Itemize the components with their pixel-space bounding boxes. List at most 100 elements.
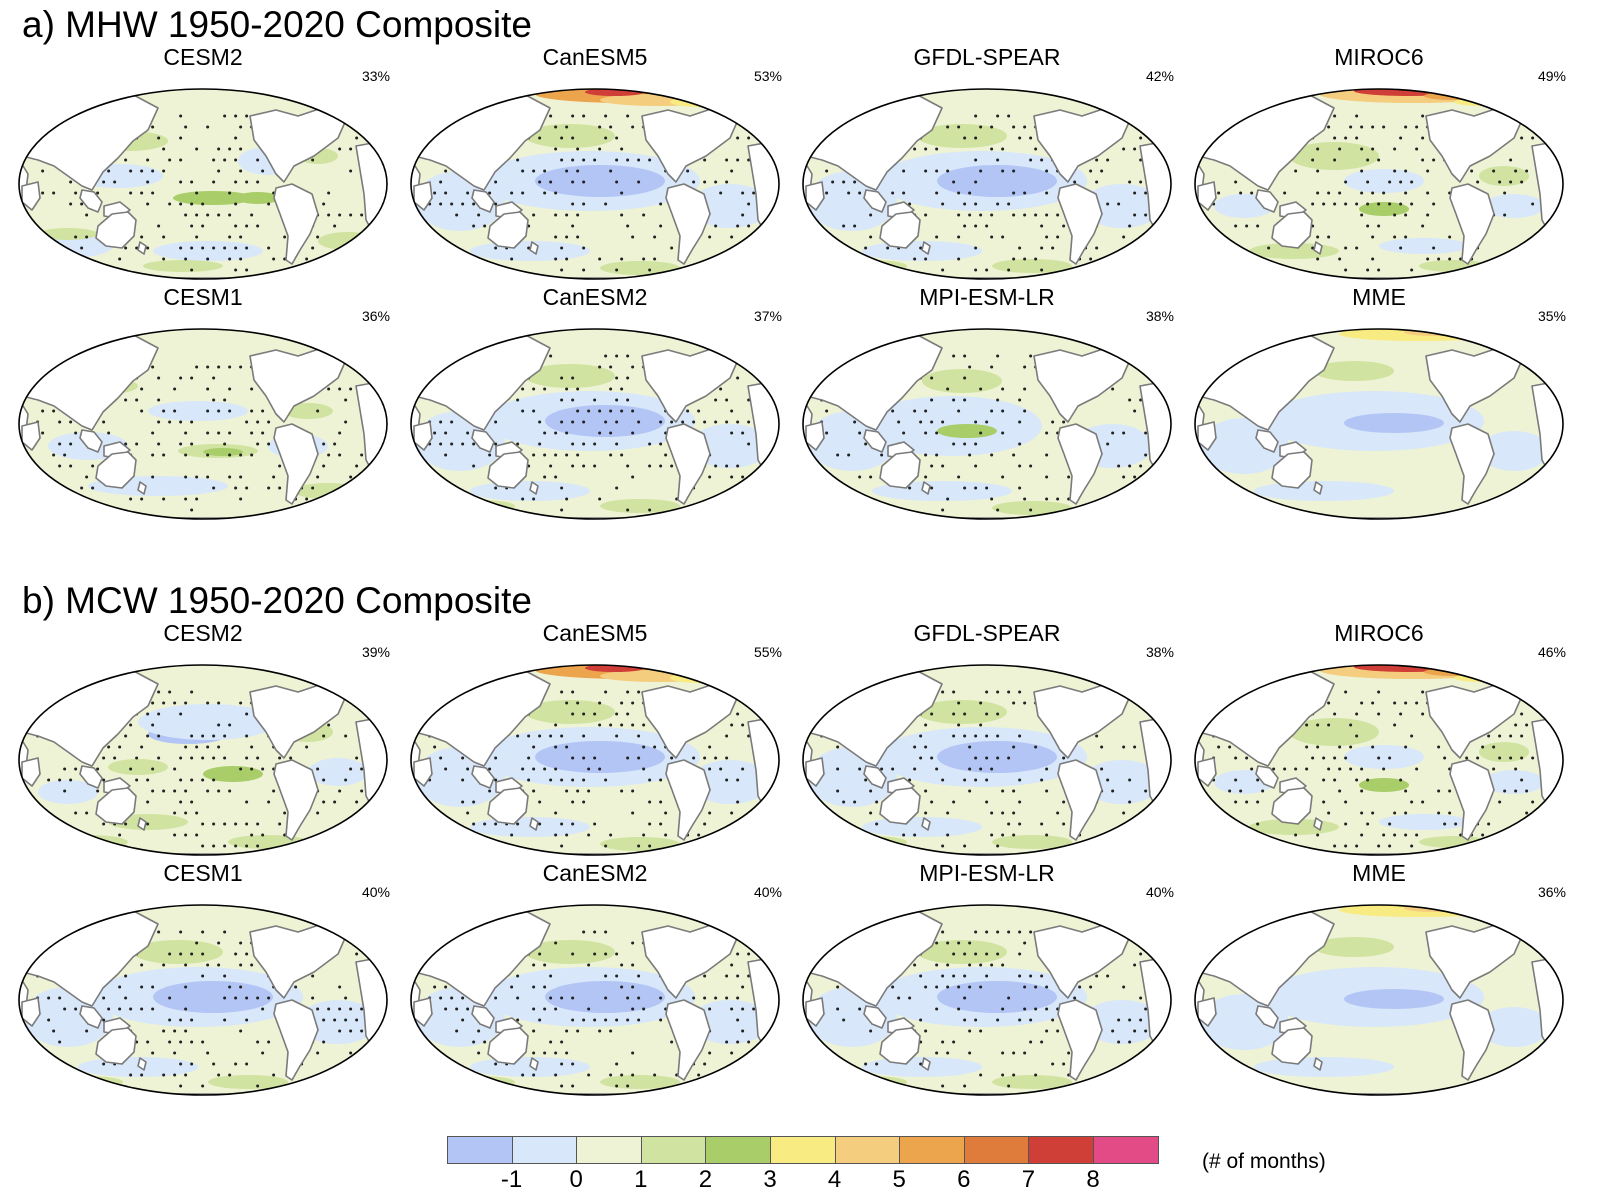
model-name: MIROC6 xyxy=(1334,44,1424,70)
colorbar-tick-label: 0 xyxy=(569,1166,583,1193)
landmass xyxy=(137,1057,147,1071)
anomaly-patch xyxy=(1314,937,1394,957)
colorbar: -1 0 1 2 3 4 5 6 7 8 xyxy=(447,1136,1187,1196)
landmass xyxy=(1057,183,1103,265)
anomaly-patch xyxy=(1082,184,1162,228)
anomaly-patch xyxy=(1289,142,1379,170)
model-name: MIROC6 xyxy=(1334,620,1424,646)
significance-percent: 37% xyxy=(753,308,782,324)
anomaly-patch xyxy=(922,369,1002,393)
anomaly-patch xyxy=(937,165,1057,197)
landmass xyxy=(1425,105,1523,183)
landmass xyxy=(137,241,147,255)
anomaly-patch xyxy=(992,835,1072,849)
significance-percent: 38% xyxy=(1145,644,1174,660)
map-panel: MPI-ESM-LR 40% xyxy=(792,860,1182,1100)
map-frame xyxy=(1194,904,1564,1096)
map-frame xyxy=(410,664,780,856)
model-name: MPI-ESM-LR xyxy=(919,860,1055,886)
colorbar-tick-label: 1 xyxy=(634,1166,648,1193)
landmass xyxy=(1057,999,1103,1081)
landmass xyxy=(879,211,921,249)
landmass xyxy=(641,681,739,759)
landmass xyxy=(863,765,887,789)
anomaly-patch xyxy=(283,403,333,419)
landmass xyxy=(1495,89,1535,115)
anomaly-patch xyxy=(535,165,665,197)
map-frame xyxy=(802,904,1172,1096)
anomaly-patch xyxy=(525,700,615,724)
significance-percent: 55% xyxy=(753,644,782,660)
map-panel: MME 35% xyxy=(1184,284,1574,524)
map-frame xyxy=(410,88,780,280)
map-panel: GFDL-SPEAR 42% xyxy=(792,44,1182,284)
anomaly-patch xyxy=(1359,202,1409,216)
landmass xyxy=(137,481,147,495)
landmass xyxy=(1313,817,1323,831)
section-a-title: a) MHW 1950-2020 Composite xyxy=(22,4,532,45)
significance-percent: 40% xyxy=(1145,884,1174,900)
anomaly-patch xyxy=(600,837,680,851)
map-panel: MIROC6 46% xyxy=(1184,620,1574,860)
anomaly-patch xyxy=(862,817,982,837)
anomaly-patch xyxy=(917,940,1007,964)
map-panel: CESM2 39% xyxy=(8,620,398,860)
landmass xyxy=(79,429,103,453)
world-map xyxy=(802,664,1172,856)
landmass xyxy=(1425,345,1523,423)
anomaly-patch xyxy=(143,260,223,272)
landmass xyxy=(79,1005,103,1029)
world-map xyxy=(18,88,388,280)
anomaly-patch xyxy=(470,481,590,501)
significance-percent: 39% xyxy=(361,644,390,660)
anomaly-patch xyxy=(48,835,128,849)
landmass xyxy=(1255,1005,1279,1029)
anomaly-patch xyxy=(1484,194,1544,218)
world-map xyxy=(802,328,1172,520)
landmass xyxy=(1449,759,1495,841)
anomaly-patch xyxy=(917,124,1007,148)
landmass xyxy=(1425,681,1523,759)
anomaly-patch xyxy=(1479,742,1529,762)
anomaly-patch xyxy=(525,124,615,148)
anomaly-patch xyxy=(992,1075,1072,1089)
world-map xyxy=(1194,904,1564,1096)
anomaly-patch xyxy=(1289,718,1379,746)
landmass xyxy=(1103,665,1143,691)
anomaly-patch xyxy=(1344,989,1444,1009)
landmass xyxy=(863,1005,887,1029)
model-name: CESM1 xyxy=(163,284,243,310)
section-b-title: b) MCW 1950-2020 Composite xyxy=(22,580,532,621)
colorbar-tick-label: 7 xyxy=(1021,1166,1036,1193)
model-name: MME xyxy=(1352,860,1406,886)
anomaly-patch xyxy=(470,241,590,261)
landmass xyxy=(1495,329,1535,355)
anomaly-patch xyxy=(1254,481,1394,501)
colorbar-swatch xyxy=(640,1136,707,1164)
map-frame xyxy=(802,328,1172,520)
landmass xyxy=(79,765,103,789)
anomaly-patch xyxy=(38,780,98,804)
landmass xyxy=(665,999,711,1081)
map-frame xyxy=(410,328,780,520)
landmass xyxy=(319,89,359,115)
anomaly-patch xyxy=(690,1000,770,1044)
landmass xyxy=(249,921,347,999)
landmass xyxy=(863,189,887,213)
colorbar-tick-label: 6 xyxy=(957,1166,971,1193)
landmass xyxy=(641,345,739,423)
landmass xyxy=(1271,451,1313,489)
landmass xyxy=(529,481,539,495)
anomaly-patch xyxy=(1519,817,1559,837)
map-panel: MIROC6 49% xyxy=(1184,44,1574,284)
landmass xyxy=(1103,905,1143,931)
anomaly-patch xyxy=(318,232,378,250)
anomaly-patch xyxy=(440,838,500,850)
landmass xyxy=(1033,921,1131,999)
landmass xyxy=(1033,105,1131,183)
landmass xyxy=(249,105,347,183)
landmass xyxy=(921,1057,931,1071)
model-name: CanESM5 xyxy=(542,620,648,646)
anomaly-patch xyxy=(236,192,280,204)
significance-percent: 49% xyxy=(1537,68,1566,84)
